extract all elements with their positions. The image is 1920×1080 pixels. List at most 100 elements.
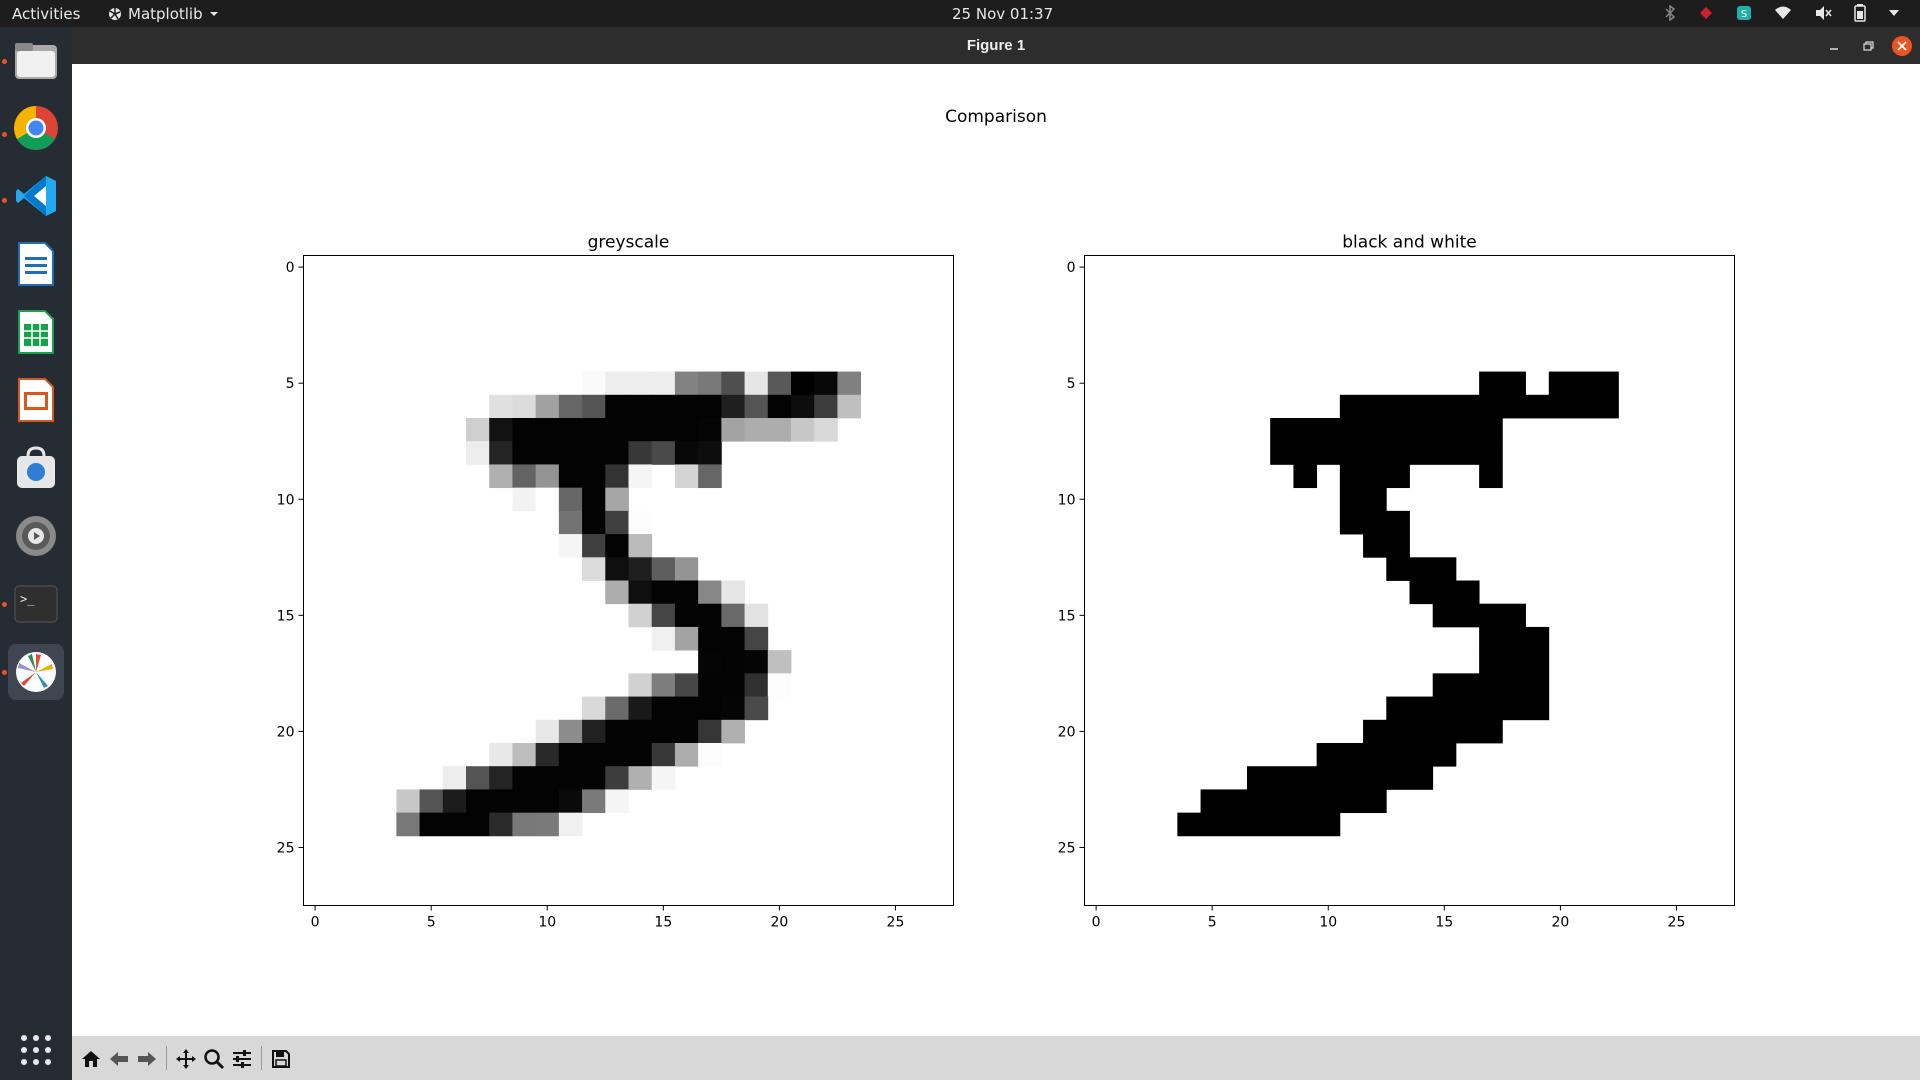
volume-muted-icon[interactable] [1814,5,1832,21]
image-pixel [582,766,606,790]
image-pixel [605,371,629,396]
home-button[interactable] [78,1047,104,1071]
dock-settings[interactable] [8,508,64,564]
image-pixel [721,394,745,419]
image-pixel [558,487,583,512]
wifi-icon[interactable] [1774,6,1792,20]
axes-greyscale[interactable]: 0 5 10 15 20 25 0 5 10 15 20 25 greyscale [277,233,954,931]
axes-black-and-white[interactable]: 0 5 10 15 20 25 0 5 10 15 20 25 black and white [1058,233,1735,931]
image-pixel [489,394,513,419]
image-pixel [535,743,560,767]
axes-frame [1084,255,1735,906]
y-tick-label: 10 [1058,492,1076,508]
image-pixel [605,487,629,512]
image-pixel [535,766,560,790]
back-button[interactable] [106,1047,132,1071]
dock-files[interactable] [8,33,64,89]
minimize-button[interactable] [1824,36,1844,56]
forward-button[interactable] [134,1047,160,1071]
forward-icon [138,1052,156,1066]
app-indicator-red-icon[interactable] [1698,5,1714,21]
pan-button[interactable] [173,1047,199,1071]
bluetooth-icon[interactable] [1664,5,1676,21]
image-pixel [558,766,583,790]
close-button[interactable] [1892,36,1912,56]
image-pixel [512,464,537,489]
dock-matplotlib[interactable] [8,644,64,700]
x-tick-label: 15 [1435,915,1453,931]
settings-gear-icon [16,516,56,556]
image-pixel [651,418,676,442]
image-pixel [582,464,606,489]
image-pixel [558,812,583,837]
image-pixel [558,510,583,535]
image-pixel [628,766,653,790]
app-indicator-teal-icon[interactable]: S [1736,5,1752,21]
maximize-button[interactable] [1858,36,1878,56]
image-pixel [489,766,513,790]
image-pixel-run [1200,789,1387,814]
dock-vscode[interactable] [8,168,64,224]
image-pixel [744,603,769,628]
window-titlebar[interactable]: Figure 1 [72,27,1920,64]
app-menu-label: Matplotlib [128,5,203,23]
dock-software[interactable] [8,440,64,496]
save-button[interactable] [268,1047,294,1071]
system-menu-chevron-icon[interactable] [1888,8,1900,18]
figure-canvas[interactable]: Comparison 0 5 10 15 20 25 0 5 10 15 20 25 greyscale… [72,64,1920,1036]
image-pixel [558,394,583,419]
dock-libreoffice-calc[interactable] [8,304,64,360]
show-applications-button[interactable] [14,1028,58,1072]
image-pixel [721,696,745,721]
image-pixel-run [1432,603,1526,628]
image-pixel [744,418,769,442]
app-grid-icon [21,1035,51,1065]
image-pixel [628,603,653,628]
y-tick-label: 25 [277,840,295,856]
image-pixel [674,673,699,697]
image-pixel [582,789,606,814]
image-pixel [605,580,629,605]
image-pixel [535,789,560,814]
image-pixel [466,812,490,837]
image-pixel-run [1270,441,1503,465]
image-pixel-run [1316,743,1457,767]
image-pixel [744,696,769,721]
app-menu[interactable]: Matplotlib [108,5,219,23]
image-pixel-run [1177,812,1341,837]
image-pixel [535,719,560,744]
image-pixel [605,789,629,814]
image-pixel [814,394,838,419]
image-pixel [744,371,769,396]
image-pixel [419,789,444,814]
image-pixel [489,418,513,442]
image-pixel [512,487,537,512]
svg-text:>_: >_ [20,592,35,606]
svg-text:S: S [1741,9,1747,20]
y-tick-label: 15 [277,608,295,624]
dock-libreoffice-writer[interactable] [8,236,64,292]
image-pixel [721,603,745,628]
zoom-button[interactable] [201,1047,227,1071]
activities-button[interactable]: Activities [12,5,81,23]
image-pixel [605,394,629,419]
dock-chrome[interactable] [8,100,64,156]
image-pixel [698,626,722,651]
dock-libreoffice-impress[interactable] [8,372,64,428]
dock: >_ [0,27,72,1080]
image-pixel [698,719,722,744]
image-pixel [628,580,653,605]
image-pixel [605,510,629,535]
battery-icon[interactable] [1854,4,1866,22]
image-pixel [767,394,792,419]
clock[interactable]: 25 Nov 01:37 [952,5,1054,23]
image-pixel [628,557,653,581]
configure-subplots-button[interactable] [229,1047,255,1071]
back-icon [110,1052,128,1066]
image-pixel-run [1479,626,1550,651]
software-store-icon [17,446,55,488]
image-pixel [466,789,490,814]
image-pixel [767,371,792,396]
dock-terminal[interactable]: >_ [8,576,64,632]
image-pixel [674,580,699,605]
